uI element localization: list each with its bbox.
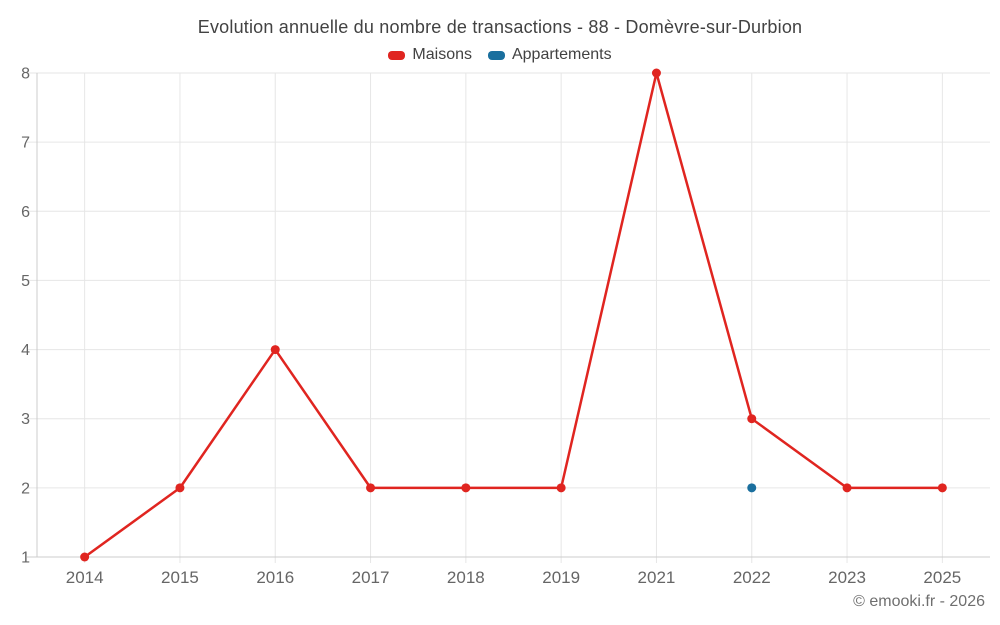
x-axis-tick-label: 2022: [733, 568, 771, 587]
data-point-maisons-2021[interactable]: [651, 68, 661, 78]
legend-item-maisons[interactable]: Maisons: [388, 46, 472, 64]
legend-item-appartements[interactable]: Appartements: [487, 46, 612, 64]
data-point-maisons-2023[interactable]: [842, 483, 852, 493]
data-point-maisons-2014[interactable]: [80, 552, 90, 562]
legend-label-appartements: Appartements: [511, 46, 612, 63]
y-axis-tick-label: 7: [21, 135, 30, 152]
data-point-appartements-2022[interactable]: [747, 483, 757, 493]
y-axis-tick-label: 6: [21, 204, 30, 221]
x-axis-tick-label: 2021: [638, 568, 676, 587]
y-axis-tick-label: 8: [21, 66, 30, 83]
y-axis-tick-label: 5: [21, 273, 30, 290]
y-axis-tick-label: 1: [21, 550, 30, 567]
legend-label-maisons: Maisons: [412, 46, 472, 63]
x-axis-tick-label: 2016: [256, 568, 294, 587]
y-axis-tick-label: 4: [21, 342, 30, 359]
maisons-legend-swatch-icon: [388, 50, 406, 60]
x-axis-tick-label: 2023: [828, 568, 866, 587]
data-point-maisons-2019[interactable]: [556, 483, 566, 493]
data-point-maisons-2018[interactable]: [461, 483, 471, 493]
x-axis-tick-label: 2014: [66, 568, 104, 587]
appartements-legend-swatch-icon: [487, 50, 505, 60]
chart-title: Evolution annuelle du nombre de transact…: [197, 17, 803, 37]
footer-credit: © emooki.fr - 2026: [853, 593, 985, 610]
series-line-maisons: [83, 71, 944, 559]
x-axis-tick-label: 2017: [352, 568, 390, 587]
x-axis-tick-label: 2018: [447, 568, 485, 587]
y-axis-tick-label: 3: [21, 411, 30, 428]
y-axis-tick-label: 2: [21, 480, 30, 497]
data-point-maisons-2017[interactable]: [366, 483, 376, 493]
data-point-maisons-2022[interactable]: [747, 414, 757, 424]
data-point-maisons-2015[interactable]: [175, 483, 185, 493]
data-point-maisons-2016[interactable]: [270, 345, 280, 355]
x-axis-tick-label: 2025: [923, 568, 961, 587]
data-point-maisons-2025[interactable]: [937, 483, 947, 493]
chart-legend: Maisons Appartements: [0, 46, 1000, 64]
x-axis-tick-label: 2019: [542, 568, 580, 587]
x-axis-tick-label: 2015: [161, 568, 199, 587]
